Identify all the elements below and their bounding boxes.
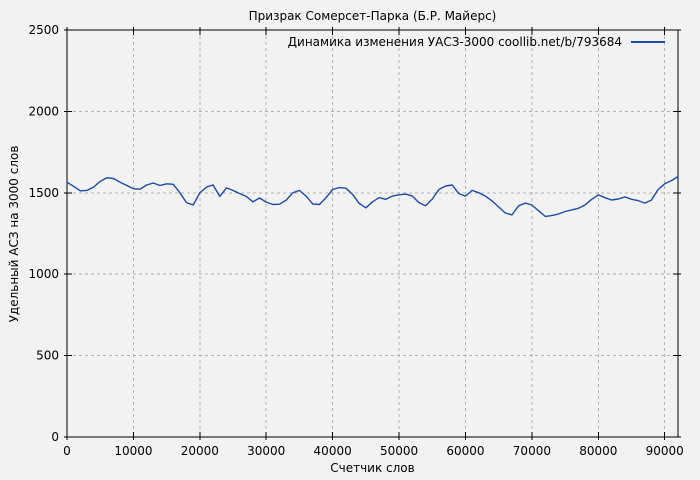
x-tick-label: 50000 [380, 444, 418, 458]
y-tick-label: 1500 [28, 186, 59, 200]
x-tick-label: 0 [63, 444, 71, 458]
series-line [66, 175, 679, 218]
y-tick-label: 500 [36, 349, 59, 363]
legend-line-sample [631, 41, 665, 43]
x-tick-label: 80000 [579, 444, 617, 458]
x-tick-label: 30000 [247, 444, 285, 458]
x-tick-label: 10000 [114, 444, 152, 458]
x-tick-label: 90000 [646, 444, 684, 458]
y-tick-label: 0 [51, 430, 59, 444]
x-tick-label: 20000 [181, 444, 219, 458]
x-axis-label: Счетчик слов [330, 461, 415, 475]
y-tick-label: 2500 [28, 23, 59, 37]
x-tick-label: 40000 [314, 444, 352, 458]
x-tick-label: 70000 [513, 444, 551, 458]
legend-label: Динамика изменения УАСЗ-3000 coollib.net… [287, 35, 622, 49]
y-tick-label: 2000 [28, 104, 59, 118]
x-tick-label: 60000 [446, 444, 484, 458]
y-tick-label: 1000 [28, 267, 59, 281]
legend: Динамика изменения УАСЗ-3000 coollib.net… [288, 35, 665, 49]
chart-title: Призрак Сомерсет-Парка (Б.Р. Майерс) [248, 9, 497, 23]
plot-border [66, 29, 679, 438]
